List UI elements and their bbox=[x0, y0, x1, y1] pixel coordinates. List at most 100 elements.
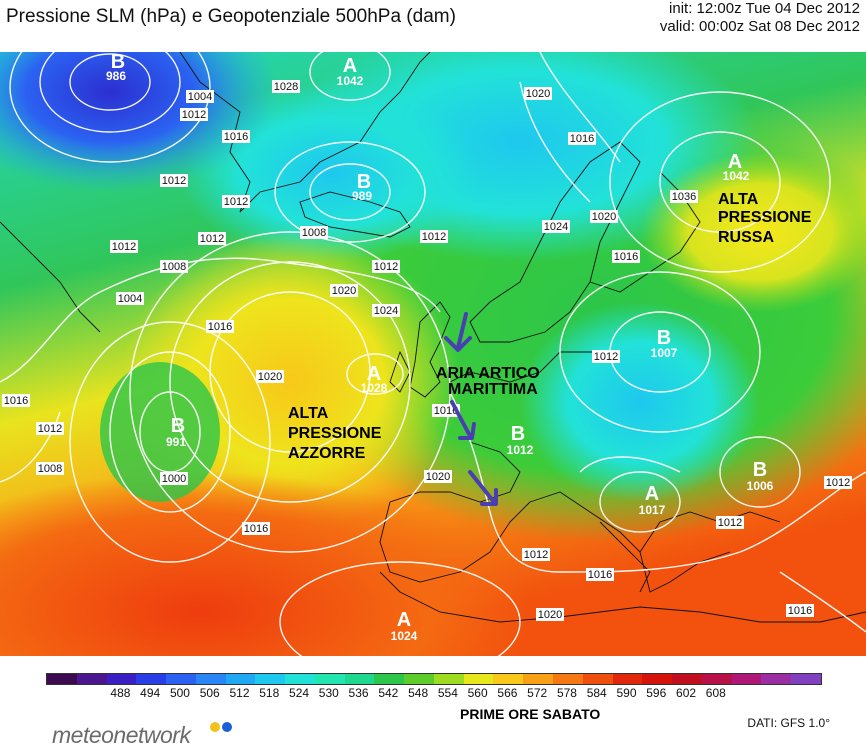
colorbar-swatch bbox=[612, 674, 643, 684]
isobar-label: 1020 bbox=[524, 87, 552, 100]
isobar-label: 1012 bbox=[420, 230, 448, 243]
colorbar-tick-label: 536 bbox=[348, 686, 369, 700]
isobar-label: 1012 bbox=[716, 516, 744, 529]
isobar-label: 1004 bbox=[186, 90, 214, 103]
svg-text:B: B bbox=[111, 52, 125, 73]
colorbar-swatch bbox=[582, 674, 613, 684]
init-time: init: 12:00z Tue 04 Dec 2012 bbox=[669, 0, 860, 17]
svg-text:1016: 1016 bbox=[224, 131, 248, 143]
isobar-label: 1016 bbox=[568, 132, 596, 145]
annotation-arctic-air-1: ARIA ARTICO bbox=[436, 365, 540, 382]
isobar-label: 1024 bbox=[372, 304, 400, 317]
logo-text: meteonetwork bbox=[52, 722, 191, 748]
svg-text:986: 986 bbox=[106, 69, 126, 83]
svg-text:B: B bbox=[753, 459, 767, 481]
colorbar-tick-label: 494 bbox=[140, 686, 161, 700]
annotation-russia-2: PRESSIONE bbox=[718, 209, 812, 226]
colorbar-swatch bbox=[166, 674, 196, 684]
colorbar-tick-label: 512 bbox=[229, 686, 250, 700]
isobar-label: 1012 bbox=[180, 108, 208, 121]
annotations: ALTA PRESSIONE RUSSA ALTA PRESSIONE AZZO… bbox=[288, 191, 812, 462]
arrow-icon bbox=[444, 312, 472, 352]
svg-text:1016: 1016 bbox=[4, 395, 28, 407]
data-source: DATI: GFS 1.0° bbox=[747, 716, 830, 730]
svg-text:1016: 1016 bbox=[588, 569, 612, 581]
isobar-label: 1020 bbox=[536, 608, 564, 621]
isobar-labels: 1004 1028 1020 1016 1012 1012 1008 1012 … bbox=[2, 80, 852, 621]
svg-text:B: B bbox=[657, 327, 671, 349]
colorbar-tick-label: 530 bbox=[318, 686, 339, 700]
isobar-label: 1004 bbox=[116, 292, 144, 305]
logo-dot-yellow bbox=[210, 722, 220, 732]
svg-text:B: B bbox=[357, 171, 371, 193]
colorbar-swatch bbox=[285, 674, 315, 684]
colorbar-swatch bbox=[76, 674, 107, 684]
legend-title: PRIME ORE SABATO bbox=[460, 706, 601, 722]
svg-text:1012: 1012 bbox=[162, 175, 186, 187]
valid-time: valid: 00:00z Sat 08 Dec 2012 bbox=[659, 18, 860, 35]
svg-text:1012: 1012 bbox=[507, 443, 534, 457]
colorbar bbox=[46, 673, 822, 685]
svg-text:1017: 1017 bbox=[639, 503, 666, 517]
svg-text:1016: 1016 bbox=[208, 321, 232, 333]
colorbar-swatch bbox=[731, 674, 762, 684]
svg-text:991: 991 bbox=[166, 435, 186, 449]
meteonetwork-logo: meteonetwork bbox=[52, 722, 232, 749]
annotation-russia-1: ALTA bbox=[718, 191, 759, 208]
svg-text:1008: 1008 bbox=[162, 261, 186, 273]
svg-text:1016: 1016 bbox=[570, 133, 594, 145]
svg-text:1012: 1012 bbox=[594, 351, 618, 363]
svg-text:1020: 1020 bbox=[592, 211, 616, 223]
colorbar-swatch bbox=[523, 674, 554, 684]
colorbar-swatch bbox=[314, 674, 345, 684]
svg-text:1012: 1012 bbox=[718, 517, 742, 529]
logo-dot-blue bbox=[222, 722, 232, 732]
colorbar-tick-label: 554 bbox=[437, 686, 458, 700]
isobar-label: 1024 bbox=[542, 220, 570, 233]
red-field-south bbox=[0, 472, 530, 656]
colorbar-swatch bbox=[106, 674, 137, 684]
isobar-label: 1008 bbox=[36, 462, 64, 475]
svg-text:1004: 1004 bbox=[188, 91, 212, 103]
svg-text:1012: 1012 bbox=[200, 233, 224, 245]
svg-text:A: A bbox=[645, 483, 659, 505]
svg-text:1012: 1012 bbox=[826, 477, 850, 489]
svg-text:1042: 1042 bbox=[723, 169, 750, 183]
svg-text:1024: 1024 bbox=[391, 629, 418, 643]
weather-map: 1004 1028 1020 1016 1012 1012 1008 1012 … bbox=[0, 52, 866, 656]
svg-text:B: B bbox=[171, 415, 185, 437]
airflow-arrows bbox=[444, 312, 498, 506]
svg-text:1012: 1012 bbox=[374, 261, 398, 273]
isobar-label: 1012 bbox=[372, 260, 400, 273]
colorbar-tick-label: 524 bbox=[289, 686, 310, 700]
svg-text:B: B bbox=[511, 423, 525, 445]
colorbar-tick-label: 566 bbox=[497, 686, 518, 700]
svg-text:1012: 1012 bbox=[38, 423, 62, 435]
colorbar-tick-label: 542 bbox=[378, 686, 399, 700]
arrow-icon bbox=[450, 400, 476, 440]
isobars bbox=[0, 52, 866, 656]
map-title: Pressione SLM (hPa) e Geopotenziale 500h… bbox=[6, 6, 456, 27]
isobar-label: 1016 bbox=[242, 522, 270, 535]
svg-text:1024: 1024 bbox=[374, 305, 398, 317]
colorbar-tick-label: 488 bbox=[110, 686, 131, 700]
svg-text:1016: 1016 bbox=[788, 605, 812, 617]
colorbar-swatch bbox=[225, 674, 256, 684]
colorbar-swatch bbox=[255, 674, 286, 684]
svg-text:A: A bbox=[728, 151, 742, 173]
svg-text:1028: 1028 bbox=[274, 81, 298, 93]
colorbar-swatch bbox=[195, 674, 226, 684]
colorbar-tick-label: 506 bbox=[199, 686, 220, 700]
isobar-label: 1020 bbox=[330, 284, 358, 297]
isobar-label: 1012 bbox=[522, 548, 550, 561]
isobar-label: 1012 bbox=[110, 240, 138, 253]
svg-text:1012: 1012 bbox=[112, 241, 136, 253]
colorbar-swatch bbox=[642, 674, 673, 684]
